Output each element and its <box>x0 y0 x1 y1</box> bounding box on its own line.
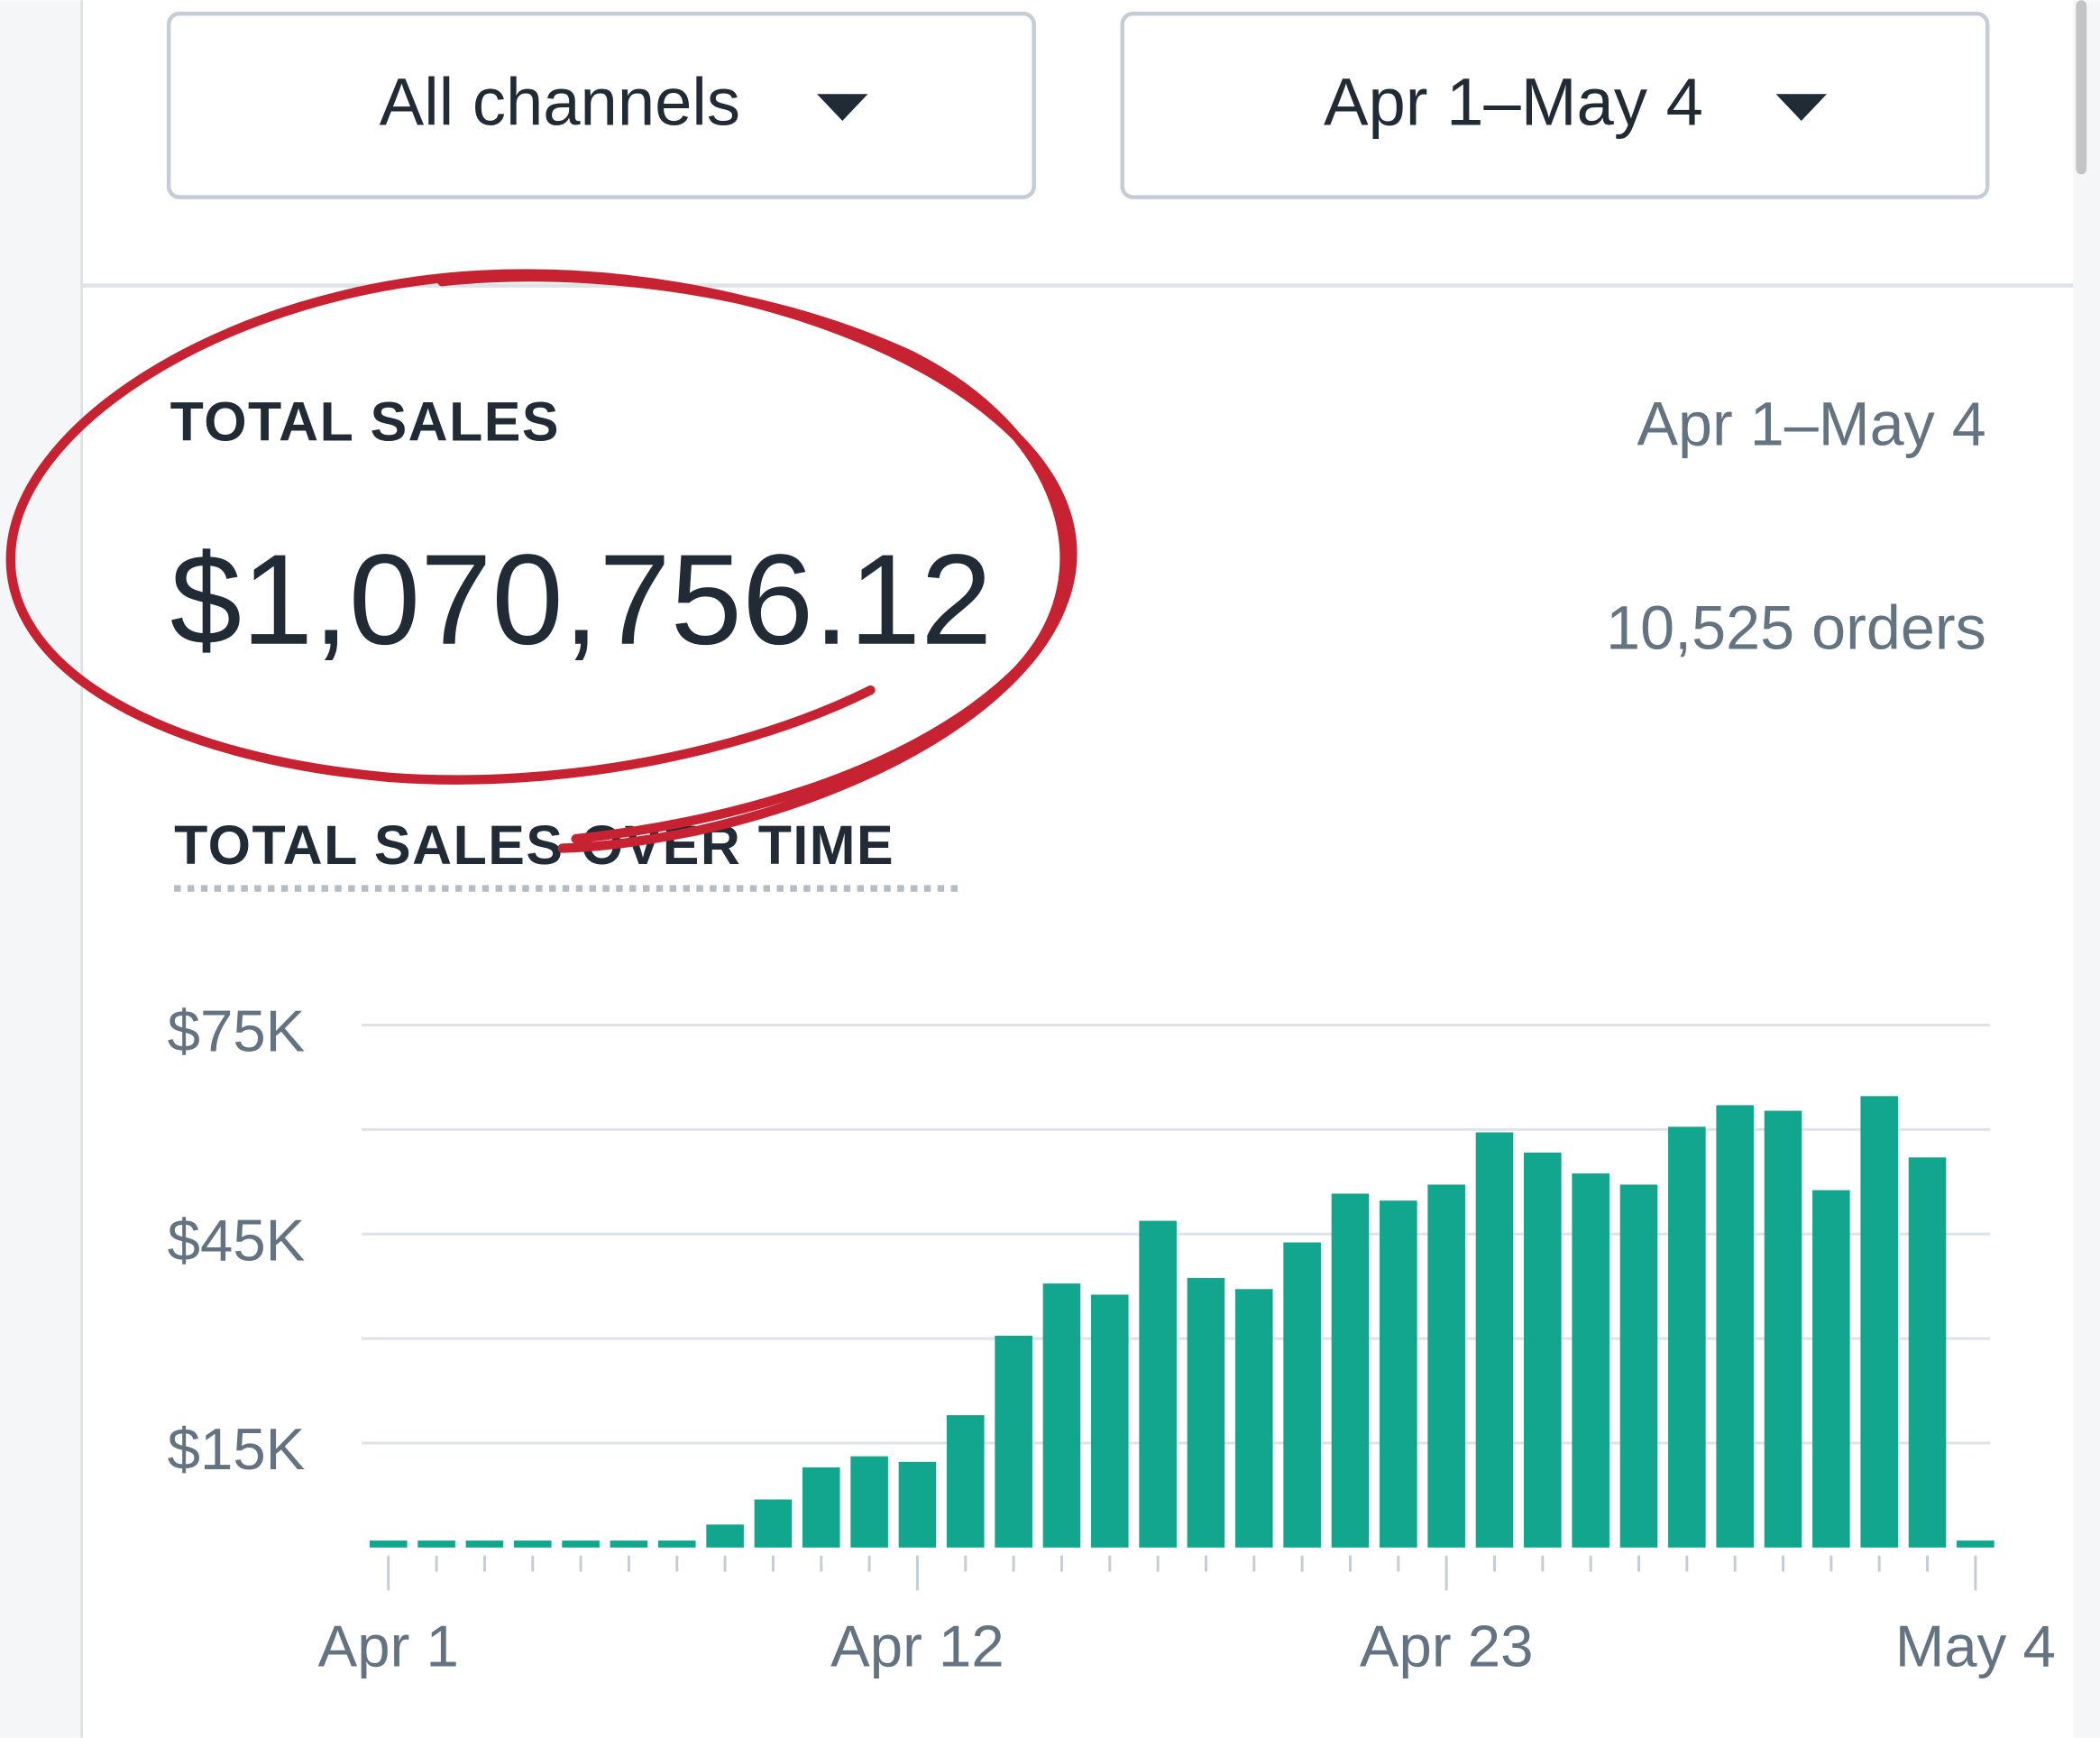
bar <box>465 1540 504 1548</box>
bar <box>1716 1105 1754 1548</box>
y-tick-label: $45K <box>168 1207 306 1273</box>
dropdown-box[interactable] <box>1120 11 1990 199</box>
scrollbar <box>2076 0 2087 175</box>
summary-orders: 10,525 orders <box>1606 593 1986 662</box>
channel-dropdown[interactable]: All channels <box>166 11 1036 199</box>
summary-value: $1,070,756.12 <box>170 529 993 672</box>
bar <box>1235 1289 1273 1548</box>
bar <box>513 1540 552 1548</box>
dropdown-arrow <box>817 94 868 121</box>
y-tick-label: $75K <box>168 998 306 1064</box>
bar <box>898 1461 937 1548</box>
bar <box>1042 1283 1081 1548</box>
bar <box>706 1524 744 1548</box>
bar <box>1091 1294 1129 1548</box>
bar <box>1524 1152 1562 1548</box>
bar <box>1475 1132 1514 1548</box>
bar <box>1331 1193 1370 1548</box>
scroll-strip <box>2073 0 2100 1738</box>
bar <box>1139 1220 1177 1548</box>
annotation-circle <box>5 269 1078 853</box>
bar <box>1764 1110 1802 1548</box>
bar <box>850 1456 888 1548</box>
bar <box>1908 1157 1947 1548</box>
bar <box>1619 1184 1658 1548</box>
bar <box>1860 1096 1898 1548</box>
summary-period: Apr 1–May 4 <box>1637 391 1985 459</box>
bar <box>1187 1277 1225 1548</box>
bar <box>1283 1242 1321 1548</box>
chart-title: TOTAL SALES OVER TIME <box>174 814 894 876</box>
bar <box>754 1499 793 1548</box>
bar <box>1668 1126 1706 1548</box>
x-tick-label: Apr 12 <box>830 1613 1004 1678</box>
bar <box>1572 1173 1609 1548</box>
x-tick-label: Apr 23 <box>1360 1613 1534 1678</box>
bar <box>995 1336 1032 1548</box>
bar <box>1380 1200 1417 1548</box>
summary-label: TOTAL SALES <box>170 391 560 453</box>
date-dropdown[interactable]: Apr 1–May 4 <box>1120 11 1990 199</box>
dropdown-box[interactable] <box>166 11 1036 199</box>
dropdown-arrow <box>1775 94 1827 121</box>
y-tick-label: $15K <box>168 1416 306 1482</box>
bar <box>802 1467 840 1548</box>
bar <box>1812 1190 1850 1548</box>
bar <box>562 1540 600 1548</box>
bar <box>1957 1540 1995 1548</box>
bar <box>610 1540 648 1548</box>
x-tick-label: May 4 <box>1895 1613 2056 1678</box>
bar <box>1427 1184 1465 1548</box>
bar <box>417 1540 455 1548</box>
chart: $75K $45K $15K Apr 1 Apr 12 Apr 23 May 4 <box>168 998 2056 1679</box>
bar <box>369 1540 408 1548</box>
side-strip <box>0 0 81 1738</box>
bar <box>657 1540 696 1548</box>
dropdown-label[interactable]: All channels <box>380 65 740 140</box>
dropdown-label[interactable]: Apr 1–May 4 <box>1324 65 1703 140</box>
bar <box>946 1415 985 1548</box>
x-tick-label: Apr 1 <box>318 1613 459 1678</box>
